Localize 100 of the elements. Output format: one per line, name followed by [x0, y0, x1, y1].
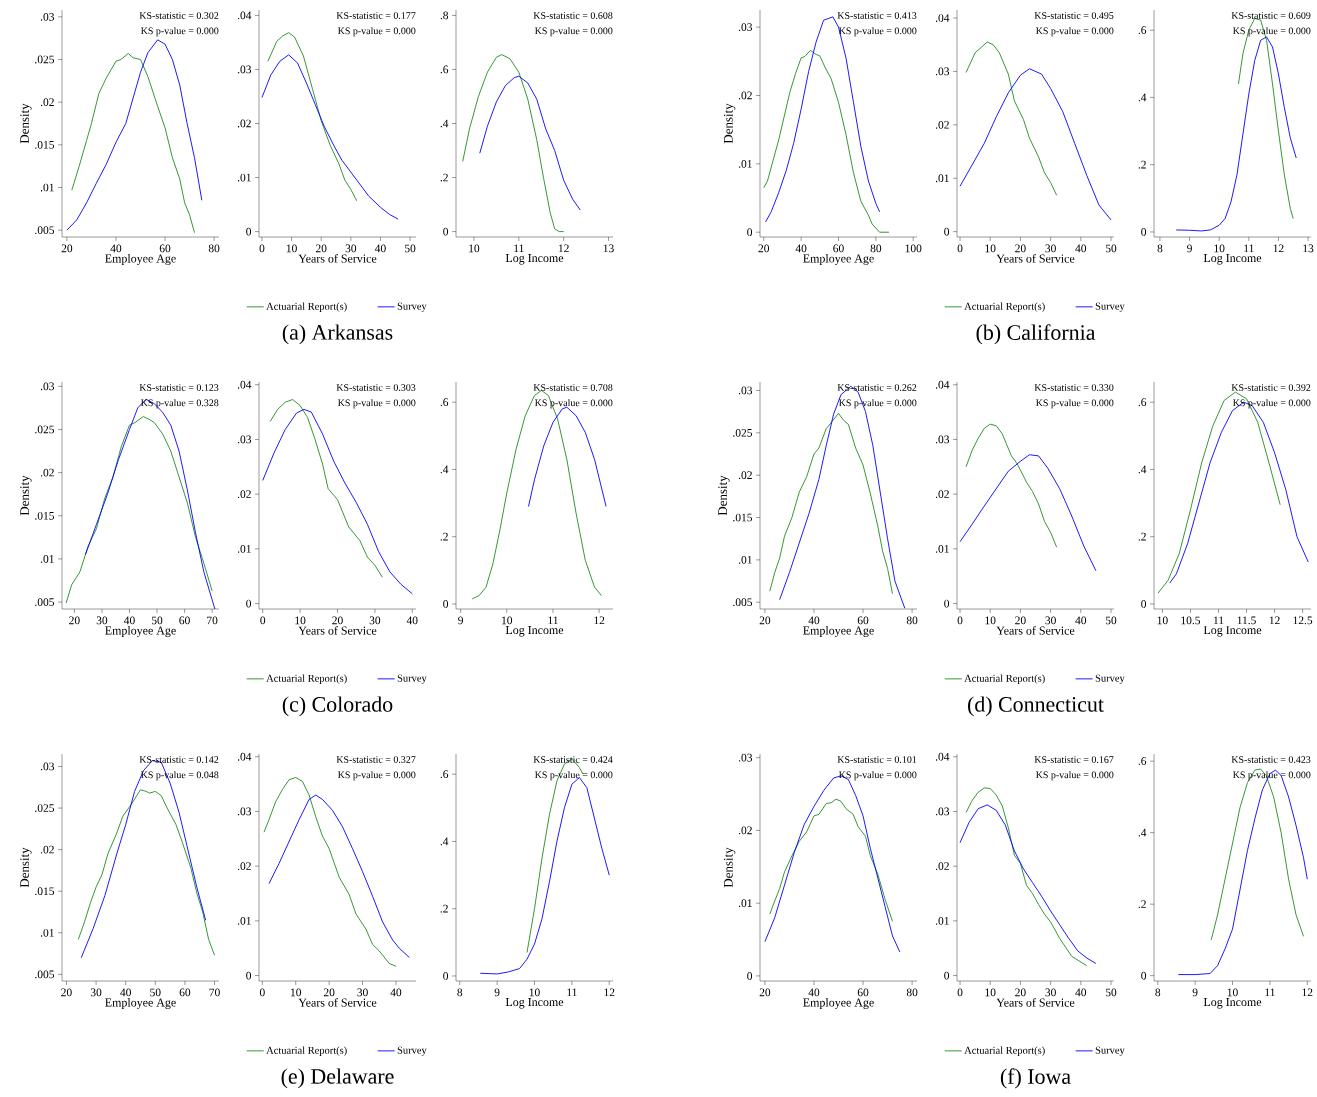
annotation: KS-statistic = 0.101 — [837, 756, 917, 763]
y-tick-label: .01 — [40, 183, 54, 192]
y-tick-label: .8 — [440, 11, 449, 20]
line-series — [959, 804, 1097, 964]
y-tick-label: .03 — [237, 65, 252, 74]
x-tick-label: 12 — [604, 988, 615, 997]
annotation: KS p-value = 0.000 — [534, 771, 613, 781]
y-tick-label: .04 — [237, 11, 252, 20]
legend-label: Actuarial Report(s) — [964, 1046, 1045, 1056]
x-tick-label: 40 — [120, 988, 131, 997]
legend-label: Actuarial Report(s) — [266, 674, 347, 684]
y-tick-label: .005 — [733, 598, 753, 607]
x-tick-label: 30 — [90, 988, 102, 997]
x-tick-label: 0 — [260, 616, 266, 625]
y-tick-label: .4 — [1138, 93, 1147, 102]
y-tick-label: .04 — [237, 380, 252, 389]
x-tick-label: 40 — [795, 244, 807, 253]
y-tick-label: .01 — [237, 173, 251, 182]
y-axis-title: Density — [20, 103, 32, 144]
x-tick-label: 11 — [548, 616, 558, 625]
x-axis-title: Years of Service — [996, 254, 1075, 263]
x-tick-label: 9 — [458, 616, 464, 625]
y-tick-label: .4 — [1138, 828, 1147, 837]
x-tick-label: 12.5 — [1293, 616, 1313, 625]
annotation: KS-statistic = 0.708 — [533, 384, 613, 391]
legend-label: Actuarial Report(s) — [964, 302, 1045, 312]
x-tick-label: 11.5 — [1237, 616, 1256, 625]
annotation: KS p-value = 0.000 — [838, 399, 917, 409]
x-tick-label: 100 — [905, 244, 922, 253]
x-tick-label: 10 — [1214, 244, 1225, 253]
y-tick-label: .6 — [440, 770, 449, 779]
x-tick-label: 60 — [857, 616, 869, 625]
y-tick-label: .01 — [935, 544, 949, 553]
x-tick-label: 20 — [69, 616, 80, 625]
x-tick-label: 80 — [208, 244, 220, 253]
y-tick-label: .015 — [35, 887, 55, 896]
x-tick-label: 60 — [159, 244, 171, 253]
x-axis-title: Years of Service — [298, 626, 377, 635]
annotation: KS-statistic = 0.303 — [336, 384, 416, 391]
y-tick-label: 0 — [443, 600, 449, 608]
annotation: KS-statistic = 0.177 — [336, 12, 416, 19]
x-tick-label: 50 — [1105, 244, 1117, 253]
y-tick-label: .005 — [35, 598, 55, 606]
x-tick-label: 10 — [985, 616, 996, 625]
x-tick-label: 11 — [1213, 616, 1224, 625]
x-axis-title: Years of Service — [996, 626, 1075, 635]
x-tick-label: 11 — [567, 988, 577, 997]
text: (c) Colorado — [282, 696, 393, 717]
x-tick-label: 40 — [390, 988, 402, 997]
line-series — [479, 75, 581, 211]
y-tick-label: 0 — [1141, 228, 1147, 236]
x-tick-label: 20 — [1015, 988, 1026, 997]
line-series — [959, 68, 1112, 221]
y-tick-label: .03 — [237, 435, 252, 444]
line-series — [769, 798, 893, 922]
x-tick-label: 30 — [96, 616, 108, 625]
x-axis-title: Years of Service — [996, 998, 1075, 1007]
y-tick-label: .6 — [440, 65, 449, 74]
text: (f) Iowa — [1000, 1068, 1071, 1089]
y-tick-label: .01 — [935, 174, 949, 183]
y-tick-label: .03 — [935, 807, 950, 816]
annotation: KS-statistic = 0.142 — [139, 756, 219, 763]
y-tick-label: .01 — [237, 544, 251, 553]
x-tick-label: 50 — [150, 988, 161, 997]
annotation: KS p-value = 0.000 — [534, 399, 613, 409]
legend-label: Survey — [1095, 1046, 1125, 1056]
annotation: KS p-value = 0.000 — [1232, 399, 1311, 409]
x-tick-label: 40 — [1075, 616, 1087, 625]
line-series — [965, 787, 1088, 967]
y-tick-label: .2 — [1138, 900, 1146, 909]
annotation: KS-statistic = 0.608 — [533, 12, 613, 19]
text: (d) Connecticut — [968, 696, 1104, 717]
y-tick-label: .005 — [35, 226, 55, 235]
y-tick-label: .02 — [935, 490, 949, 499]
y-tick-label: 0 — [443, 972, 449, 980]
x-tick-label: 10 — [1227, 988, 1238, 997]
x-tick-label: 50 — [405, 244, 416, 253]
x-tick-label: 40 — [110, 244, 122, 253]
x-tick-label: 0 — [957, 244, 963, 253]
y-axis-title: Density — [723, 847, 736, 888]
annotation: KS p-value = 0.000 — [1035, 399, 1114, 409]
annotation: KS p-value = 0.000 — [534, 27, 613, 37]
line-series — [262, 408, 413, 595]
y-tick-label: .02 — [237, 119, 251, 128]
line-series — [65, 416, 213, 604]
x-tick-label: 60 — [179, 616, 190, 625]
x-axis-title: Log Income — [505, 626, 564, 637]
y-tick-label: .025 — [733, 428, 753, 437]
x-tick-label: 30 — [1045, 616, 1056, 625]
legend-label: Actuarial Report(s) — [266, 1046, 347, 1056]
y-tick-label: 0 — [944, 971, 950, 980]
y-tick-label: .02 — [40, 468, 54, 477]
y-tick-label: .2 — [1138, 160, 1146, 169]
x-tick-label: 70 — [207, 616, 218, 625]
x-axis-title: Years of Service — [298, 254, 377, 263]
annotation: KS-statistic = 0.495 — [1034, 12, 1114, 19]
x-tick-label: 40 — [1075, 244, 1087, 253]
y-tick-label: .01 — [738, 556, 752, 564]
y-tick-label: .01 — [738, 159, 752, 168]
text: (a) Arkansas — [282, 324, 393, 345]
